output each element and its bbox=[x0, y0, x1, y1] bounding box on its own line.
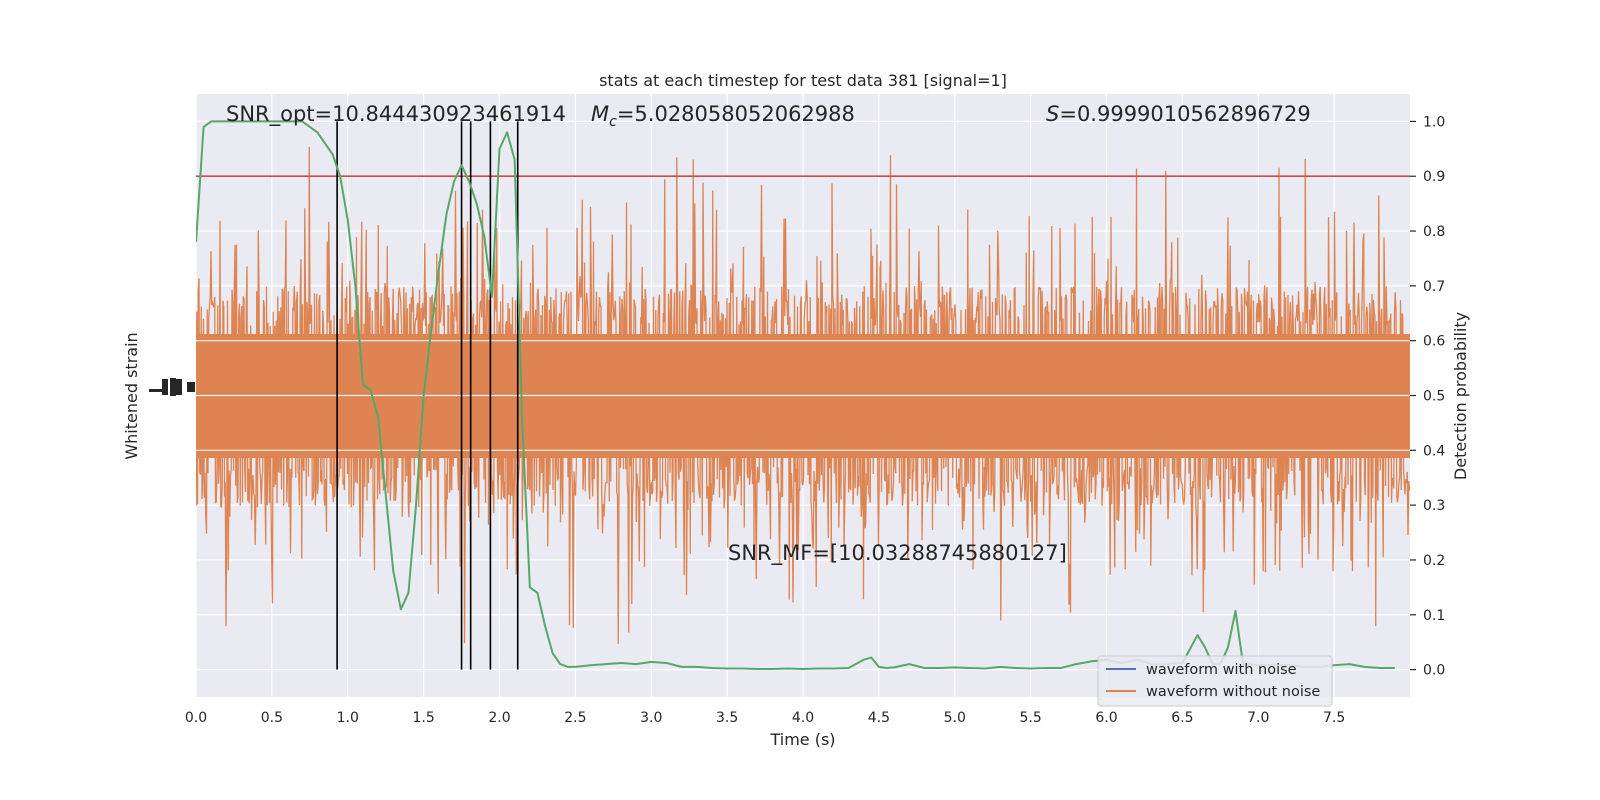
legend: waveform with noise waveform without noi… bbox=[1097, 655, 1333, 707]
y-tick-label: 0.8 bbox=[1423, 224, 1445, 240]
y-tick-label: 0.3 bbox=[1423, 498, 1445, 514]
legend-label-strain: waveform without noise bbox=[1146, 684, 1320, 700]
x-axis-label: Time (s) bbox=[769, 730, 835, 749]
x-tick-label: 4.0 bbox=[792, 710, 814, 726]
grid-lines-front bbox=[196, 340, 1410, 451]
y-tick-label: 0.1 bbox=[1423, 608, 1445, 624]
chirp-mass-subscript: c bbox=[609, 114, 617, 130]
s-annotation: S=0.9999010562896729 bbox=[1046, 102, 1311, 126]
y-tick-label: 0.2 bbox=[1423, 553, 1445, 569]
y-tick-labels: 0.0 0.1 0.2 0.3 0.4 0.5 0.6 0.7 0.8 0.9 1.0 bbox=[1410, 114, 1445, 679]
x-tick-label: 2.5 bbox=[564, 710, 586, 726]
y-tick-label: 1.0 bbox=[1423, 114, 1445, 130]
x-tick-label: 4.5 bbox=[868, 710, 890, 726]
x-tick-label: 5.0 bbox=[944, 710, 966, 726]
left-tick-blob bbox=[149, 378, 195, 396]
x-tick-label: 1.5 bbox=[412, 710, 434, 726]
x-tick-label: 7.5 bbox=[1323, 710, 1345, 726]
chart-title: stats at each timestep for test data 381… bbox=[599, 71, 1007, 90]
s-value: =0.9999010562896729 bbox=[1059, 102, 1310, 126]
y-tick-label: 0.5 bbox=[1423, 389, 1445, 405]
x-tick-label: 7.0 bbox=[1247, 710, 1269, 726]
x-tick-label: 3.5 bbox=[716, 710, 738, 726]
y-tick-label: 0.9 bbox=[1423, 169, 1445, 185]
vline-layer bbox=[336, 121, 519, 670]
y-axis-label-left: Whitened strain bbox=[122, 332, 141, 459]
y-tick-label: 0.6 bbox=[1423, 334, 1445, 350]
x-tick-label: 1.0 bbox=[337, 710, 359, 726]
x-tick-label: 2.0 bbox=[488, 710, 510, 726]
chirp-mass-symbol: M bbox=[591, 102, 609, 126]
x-tick-label: 6.0 bbox=[1095, 710, 1117, 726]
snr-opt-annotation: SNR_opt=10.844430923461914 bbox=[226, 102, 566, 127]
x-tick-label: 6.5 bbox=[1171, 710, 1193, 726]
y-tick-label: 0.0 bbox=[1423, 663, 1445, 679]
y-tick-label: 0.7 bbox=[1423, 279, 1445, 295]
x-tick-labels: 0.0 0.5 1.0 1.5 2.0 2.5 3.0 3.5 4.0 4.5 5.0 5.5 6.0 6… bbox=[185, 710, 1345, 726]
chirp-mass-annotation: Mc=5.028058052062988 bbox=[591, 102, 855, 130]
legend-label-noise: waveform with noise bbox=[1146, 662, 1297, 678]
x-tick-label: 5.5 bbox=[1019, 710, 1041, 726]
legend-box bbox=[1097, 655, 1333, 707]
chirp-mass-value: =5.028058052062988 bbox=[617, 102, 855, 126]
x-tick-label: 0.0 bbox=[185, 710, 207, 726]
x-tick-label: 0.5 bbox=[261, 710, 283, 726]
x-tick-label: 3.0 bbox=[640, 710, 662, 726]
y-tick-label: 0.4 bbox=[1423, 443, 1445, 459]
y-axis-label-right: Detection probability bbox=[1451, 312, 1470, 480]
s-symbol: S bbox=[1046, 102, 1059, 126]
snr-mf-annotation: SNR_MF=[10.03288745880127] bbox=[728, 541, 1067, 566]
